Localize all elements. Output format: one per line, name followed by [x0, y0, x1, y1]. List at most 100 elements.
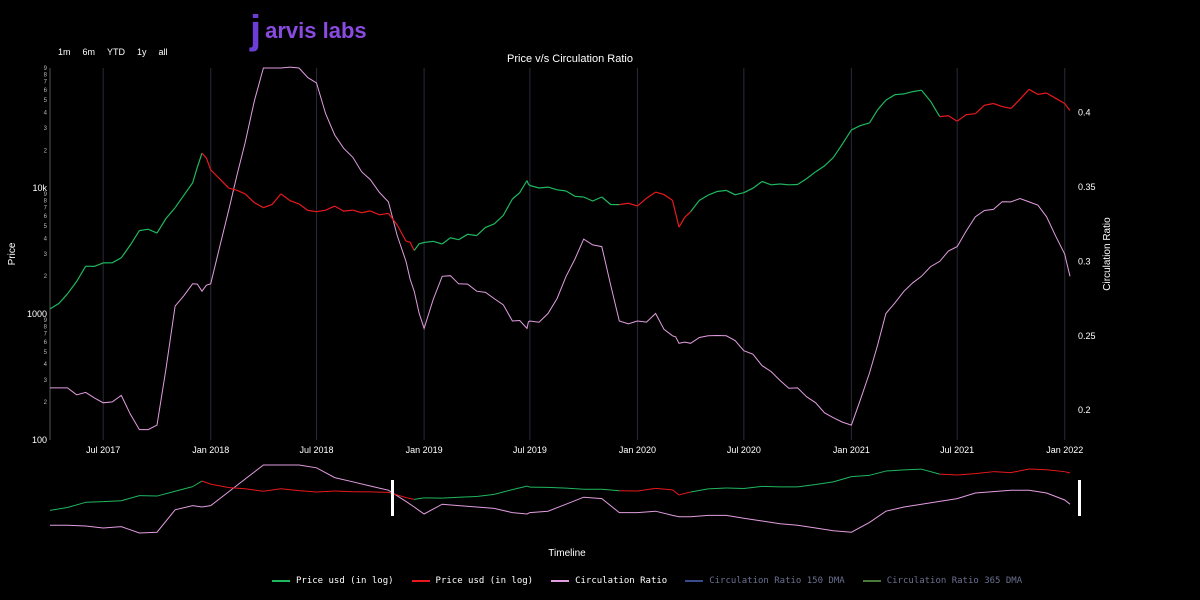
range-button-all[interactable]: all [158, 47, 168, 57]
x-tick-label: Jul 2020 [727, 445, 761, 455]
legend-swatch-green [272, 580, 290, 582]
y-left-minor-tick-label: 7 [44, 206, 48, 212]
legend-item-ratio-365dma[interactable]: Circulation Ratio 365 DMA [862, 576, 1022, 586]
price-line-segment [139, 228, 158, 234]
y-left-minor-tick-label: 5 [44, 350, 48, 356]
y-left-tick-label: 10k [32, 183, 47, 193]
y-right-tick-label: 0.4 [1078, 108, 1091, 118]
x-tick-label: Jul 2017 [86, 445, 120, 455]
price-line-segment [120, 230, 140, 259]
price-line-segment [678, 211, 692, 228]
price-line-segment [334, 205, 353, 212]
navigator-price-segment [921, 468, 940, 475]
x-tick-label: Jul 2018 [300, 445, 334, 455]
y-left-minor-tick-label: 3 [44, 126, 48, 132]
navigator-price-segment [957, 473, 976, 476]
price-line-segment [370, 210, 389, 216]
price-line-segment [885, 93, 905, 101]
x-tick-label: Jul 2021 [940, 445, 974, 455]
navigator-price-segment [1046, 469, 1065, 473]
y-left-minor-tick-label: 6 [44, 214, 48, 220]
price-line-segment [993, 102, 1012, 109]
legend-label: Price usd (in log) [296, 576, 394, 586]
price-line-segment [903, 89, 922, 95]
price-line-segment [921, 89, 941, 117]
price-line-segment [413, 241, 425, 251]
navigator-price-segment [192, 480, 203, 488]
y-left-minor-tick-label: 8 [44, 198, 48, 204]
navigator-price-segment [263, 488, 281, 492]
navigator-price-segment [210, 483, 229, 489]
price-line-segment [512, 180, 528, 200]
y-left-minor-tick-label: 4 [44, 110, 48, 116]
navigator-price-segment [334, 490, 353, 493]
legend-item-ratio-150dma[interactable]: Circulation Ratio 150 DMA [685, 576, 845, 586]
navigator-price-segment [655, 487, 673, 491]
y-left-minor-tick-label: 3 [44, 378, 48, 384]
y-left-minor-tick-label: 4 [44, 236, 48, 242]
range-button-1m[interactable]: 1m [58, 47, 71, 57]
price-line-segment [387, 213, 407, 242]
navigator-price-segment [869, 470, 887, 476]
y-left-label: Price [7, 242, 18, 265]
y-left-minor-tick-label: 8 [44, 72, 48, 78]
legend-item-ratio[interactable]: Circulation Ratio [551, 576, 667, 586]
y-left-minor-tick-label: 3 [44, 252, 48, 258]
range-button-1y[interactable]: 1y [137, 47, 147, 57]
navigator-price-segment [672, 489, 680, 496]
price-line-segment [493, 198, 513, 225]
x-tick-label: Jul 2019 [513, 445, 547, 455]
range-button-ytd[interactable]: YTD [107, 47, 126, 57]
navigator-price-segment [903, 468, 922, 471]
navigator-price-segment [833, 476, 852, 483]
navigator-price-segment [526, 485, 531, 488]
y-left-minor-tick-label: 2 [44, 148, 48, 154]
navigator-price-segment [442, 496, 459, 499]
navigator-price-segment [1010, 468, 1030, 474]
y-left-minor-tick-label: 6 [44, 340, 48, 346]
y-left-minor-tick-label: 2 [44, 400, 48, 406]
x-tick-label: Jan 2018 [192, 445, 229, 455]
price-line-segment [280, 193, 300, 205]
price-line-segment [192, 152, 203, 184]
legend-item-price-up[interactable]: Price usd (in log) [272, 576, 394, 586]
navigator-price-segment [512, 485, 528, 491]
logo-text: arvis labs [265, 18, 367, 43]
legend-swatch-blue [685, 580, 704, 582]
legend: Price usd (in log) Price usd (in log) Ci… [272, 576, 1022, 586]
navigator-price-segment [1064, 471, 1071, 474]
navigator-price-segment [228, 487, 246, 490]
x-axis-label: Timeline [548, 548, 586, 559]
y-left-minor-tick-label: 8 [44, 324, 48, 330]
legend-item-price-down[interactable]: Price usd (in log) [411, 576, 533, 586]
price-line-segment [780, 183, 798, 186]
navigator-price-segment [405, 497, 415, 500]
y-left-minor-tick-label: 5 [44, 224, 48, 230]
jarvis-labs-logo: j arvis labs [250, 10, 367, 50]
navigator-price-segment [1029, 468, 1047, 471]
y-left-minor-tick-label: 2 [44, 274, 48, 280]
navigator-price-segment [851, 474, 870, 478]
range-button-6m[interactable]: 6m [82, 47, 96, 57]
legend-label: Circulation Ratio 150 DMA [709, 576, 845, 586]
price-line-segment [974, 102, 994, 115]
price-line-segment [352, 209, 371, 214]
navigator-price-segment [245, 488, 264, 492]
navigator-handle-left [391, 480, 394, 516]
price-line-segment [210, 169, 230, 189]
navigator-price-segment [601, 488, 620, 492]
navigator-price-segment [85, 501, 104, 503]
price-line-segment [244, 193, 264, 209]
navigator-price-segment [298, 490, 317, 493]
price-line-segment [529, 184, 549, 189]
navigator-price-segment [743, 485, 763, 489]
chart-title: Price v/s Circulation Ratio [507, 53, 633, 65]
navigator-price-segment [414, 497, 425, 500]
y-right-tick-label: 0.35 [1078, 182, 1096, 192]
navigator-price-segment [458, 496, 477, 498]
y-right-tick-label: 0.25 [1078, 331, 1096, 341]
navigator-price-segment [201, 480, 211, 485]
price-line-segment [815, 157, 834, 173]
navigator-ratio-line [50, 464, 1071, 534]
